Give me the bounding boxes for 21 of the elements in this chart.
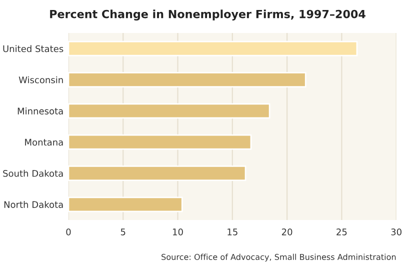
x-tick-label: 25 [336,228,347,236]
source-note: Source: Office of Advocacy, Small Business Administration [162,254,396,262]
y-tick-label: Montana [25,138,63,146]
bar [68,134,252,150]
bar [68,40,358,56]
y-tick-label: South Dakota [3,170,63,177]
bar [68,196,183,212]
y-tick-label: North Dakota [4,200,63,208]
y-tick-label: United States [3,45,64,52]
x-tick-label: 30 [391,228,402,236]
y-tick-label: Wisconsin [18,76,63,84]
x-tick-label: 5 [120,228,126,236]
bar [68,103,270,119]
chart-title: Percent Change in Nonemployer Firms, 1997–2004 [50,10,366,20]
bar [68,72,306,88]
x-tick-label: 15 [228,228,238,236]
x-tick-label: 10 [173,228,183,236]
x-tick-label: 20 [282,228,292,236]
x-tick-label: 0 [66,228,71,236]
y-tick-label: Minnesota [18,107,63,114]
bar [68,166,246,181]
